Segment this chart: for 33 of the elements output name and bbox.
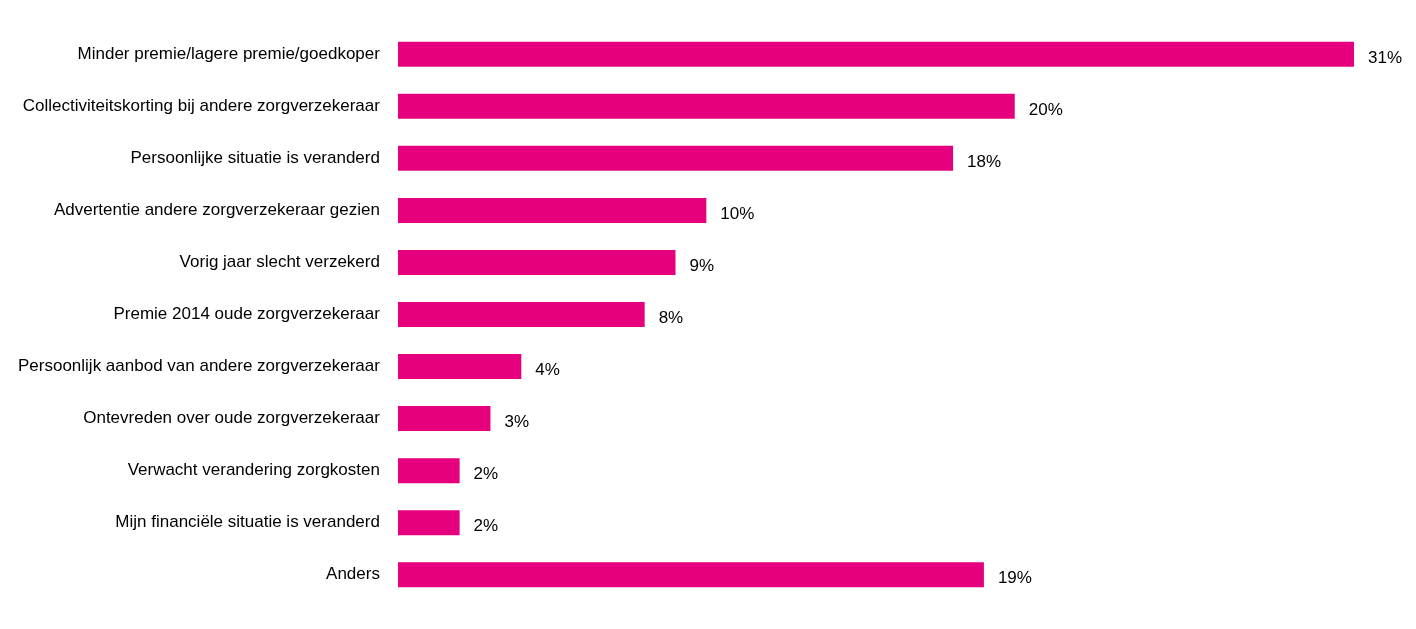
data-label: 18% xyxy=(967,152,1002,172)
data-label: 4% xyxy=(535,360,560,380)
bar xyxy=(397,197,707,223)
data-label: 19% xyxy=(997,568,1032,588)
y-tick-label: Anders xyxy=(326,564,380,584)
y-tick-label: Premie 2014 oude zorgverzekeraar xyxy=(113,304,381,324)
data-label: 8% xyxy=(658,308,684,328)
bar xyxy=(397,41,1354,67)
bar xyxy=(397,406,491,432)
y-tick-label: Mijn financiële situatie is veranderd xyxy=(115,512,380,532)
data-label: 9% xyxy=(689,256,715,276)
y-tick-label: Vorig jaar slecht verzekerd xyxy=(179,252,380,272)
data-label: 2% xyxy=(473,516,499,536)
y-tick-label: Ontevreden over oude zorgverzekeraar xyxy=(83,408,381,428)
bar xyxy=(397,302,645,327)
y-tick-label: Collectiviteitskorting bij andere zorgverzekeraar xyxy=(22,95,381,115)
bar xyxy=(397,93,1015,119)
y-tick-label: Verwacht verandering zorgkosten xyxy=(127,460,380,480)
bar xyxy=(397,458,460,484)
y-tick-label: Persoonlijk aanbod van andere zorgverzekeraar xyxy=(17,356,381,376)
bar xyxy=(397,562,984,588)
bar xyxy=(397,354,522,380)
y-tick-label: Persoonlijke situatie is veranderd xyxy=(130,148,380,168)
y-tick-label: Minder premie/lagere premie/goedkoper xyxy=(77,43,381,63)
bar xyxy=(397,145,954,171)
y-tick-label: Advertentie andere zorgverzekeraar gezien xyxy=(53,200,380,220)
bar xyxy=(397,249,676,275)
data-label: 10% xyxy=(720,204,755,224)
data-label: 2% xyxy=(473,464,499,484)
data-label: 31% xyxy=(1368,47,1403,67)
data-label: 3% xyxy=(504,412,530,432)
data-label: 20% xyxy=(1028,99,1063,119)
bar xyxy=(397,510,460,536)
